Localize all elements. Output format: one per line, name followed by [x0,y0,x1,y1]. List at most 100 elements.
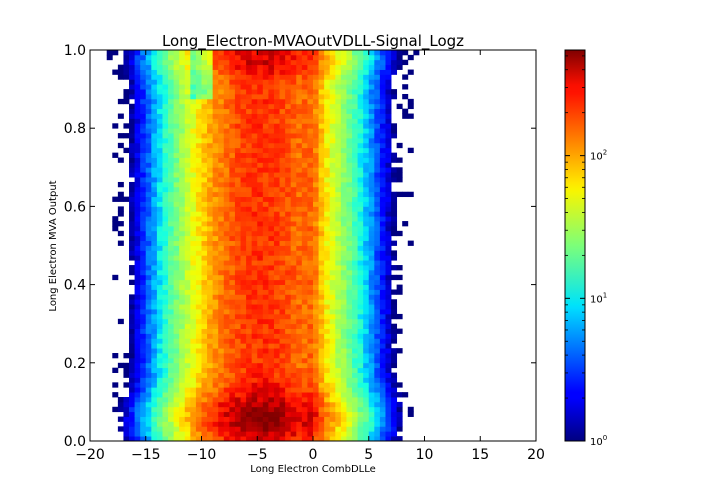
heatmap-cell [368,69,375,75]
heatmap-cell [168,255,175,261]
heatmap-cell [190,421,197,427]
heatmap-cell [195,216,202,222]
heatmap-cell [313,142,319,149]
heatmap-cell [374,353,381,359]
heatmap-cell [318,406,325,413]
heatmap-cell [173,328,180,334]
heatmap-cell [335,54,342,61]
heatmap-cell [262,84,269,90]
heatmap-cell [134,123,141,129]
heatmap-cell [352,147,359,154]
heatmap-cell [151,426,158,432]
heatmap-cell [402,108,409,114]
heatmap-cell [212,216,219,222]
heatmap-cell [385,230,392,237]
heatmap-cell [279,274,286,281]
heatmap-cell [368,401,375,408]
heatmap-cell [279,309,286,315]
heatmap-cell [391,274,398,281]
heatmap-cell [145,118,152,124]
heatmap-cell [223,89,230,95]
heatmap-cell [140,50,147,56]
heatmap-cell [218,367,225,373]
heatmap-cell [129,172,136,178]
heatmap-cell [106,54,113,61]
heatmap-cell [179,401,186,408]
heatmap-cell [329,416,336,422]
heatmap-cell [134,377,141,383]
heatmap-cell [251,265,258,271]
heatmap-cell [168,318,175,325]
heatmap-cell [324,157,331,163]
heatmap-cell [184,196,191,202]
heatmap-cell [179,69,186,75]
heatmap-cell [307,191,314,198]
heatmap-cell [156,240,163,246]
heatmap-cell [296,221,303,227]
heatmap-cell [363,181,370,188]
heatmap-cell [184,274,191,281]
heatmap-cell [184,421,191,427]
heatmap-cell [374,426,381,432]
heatmap-cell [273,133,280,139]
heatmap-cell [229,225,236,232]
heatmap-cell [340,225,347,232]
heatmap-cell [368,211,375,217]
heatmap-cell [218,343,225,349]
heatmap-cell [156,289,163,295]
heatmap-cell [324,93,331,100]
heatmap-cell [162,416,169,422]
heatmap-cell [318,284,325,290]
heatmap-cell [285,431,292,437]
heatmap-cell [324,74,331,80]
heatmap-cell [240,255,247,261]
heatmap-cell [168,211,175,217]
heatmap-cell [218,118,225,124]
heatmap-cell [290,269,297,276]
heatmap-cell [279,74,286,80]
heatmap-cell [129,318,136,325]
heatmap-cell [223,265,230,271]
heatmap-cell [246,353,253,359]
heatmap-cell [234,431,241,437]
heatmap-cell [151,328,158,334]
heatmap-cell [129,89,136,95]
heatmap-cell [268,436,275,442]
heatmap-cell [156,79,163,85]
heatmap-cell [156,421,163,427]
heatmap-cell [134,181,141,188]
heatmap-cell [184,216,191,222]
heatmap-cell [374,69,381,75]
heatmap-cell [313,89,319,95]
heatmap-cell [251,177,258,183]
heatmap-cell [251,137,258,144]
heatmap-cell [156,294,163,300]
heatmap-cell [262,323,269,329]
heatmap-cell [318,225,325,232]
heatmap-cell [296,318,303,325]
heatmap-cell [324,284,331,290]
heatmap-cell [190,279,197,285]
heatmap-cell [156,147,163,154]
heatmap-cell [246,421,253,427]
heatmap-cell [173,411,180,417]
heatmap-cell [290,137,297,144]
heatmap-cell [313,137,319,144]
heatmap-cell [329,89,336,95]
heatmap-cell [246,436,253,442]
heatmap-cell [368,299,375,305]
heatmap-cell [162,304,169,310]
heatmap-cell [134,177,141,183]
heatmap-cell [145,250,152,256]
heatmap-cell [391,225,398,232]
heatmap-cell [296,328,303,334]
heatmap-cell [268,421,275,427]
heatmap-cell [335,406,342,413]
heatmap-cell [162,426,169,432]
heatmap-cell [396,103,403,110]
heatmap-cell [279,113,286,119]
heatmap-cell [352,118,359,124]
heatmap-cell [251,421,258,427]
heatmap-cell [396,50,403,56]
heatmap-cell [123,89,130,95]
